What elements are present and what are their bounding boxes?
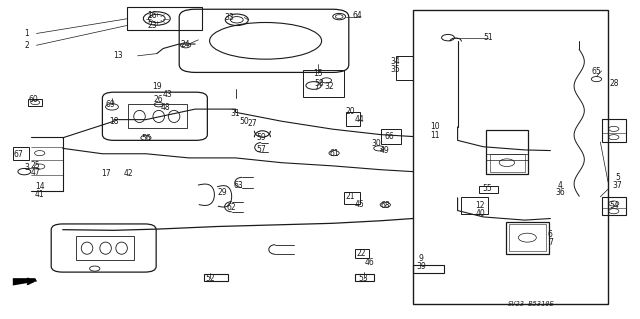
Text: 31: 31 — [230, 109, 241, 118]
Text: 18: 18 — [109, 117, 118, 126]
Text: 49: 49 — [379, 146, 389, 155]
Bar — [602, 119, 626, 142]
Polygon shape — [13, 278, 37, 286]
Text: 33: 33 — [224, 13, 234, 22]
Text: 17: 17 — [100, 169, 111, 178]
Text: 32: 32 — [324, 82, 335, 91]
Text: 53: 53 — [358, 274, 369, 283]
Text: 45: 45 — [355, 200, 365, 209]
Text: 69: 69 — [105, 100, 115, 109]
Bar — [346, 112, 360, 126]
Text: 5: 5 — [615, 173, 620, 182]
Bar — [479, 186, 498, 193]
Bar — [602, 197, 626, 215]
Text: 6: 6 — [548, 230, 553, 239]
Bar — [76, 236, 134, 260]
Text: 2: 2 — [24, 41, 29, 50]
Text: 34: 34 — [390, 57, 401, 66]
Text: 61: 61 — [329, 149, 339, 158]
Text: 35: 35 — [390, 65, 401, 74]
Text: 60: 60 — [28, 95, 38, 104]
Bar — [13, 147, 29, 160]
Text: 48: 48 — [160, 103, 170, 112]
Bar — [381, 129, 401, 144]
Bar — [303, 70, 344, 97]
Text: 9: 9 — [419, 254, 424, 263]
Text: 23: 23 — [147, 21, 157, 30]
Text: 54: 54 — [609, 201, 620, 210]
Text: SV23-B5310E: SV23-B5310E — [508, 301, 554, 307]
Bar — [128, 104, 187, 128]
Text: 58: 58 — [314, 79, 324, 88]
Bar — [461, 197, 488, 214]
Text: 3: 3 — [24, 163, 29, 172]
Text: 4: 4 — [557, 181, 563, 189]
Text: 55: 55 — [483, 184, 493, 193]
Bar — [28, 99, 42, 106]
Text: 1: 1 — [24, 29, 29, 38]
Text: 29: 29 — [218, 188, 228, 197]
Text: 43: 43 — [163, 90, 173, 99]
Text: 37: 37 — [612, 181, 623, 189]
Text: 52: 52 — [205, 274, 215, 283]
Bar — [509, 224, 546, 251]
Text: 14: 14 — [35, 182, 45, 191]
Text: 15: 15 — [313, 69, 323, 78]
Text: 57: 57 — [256, 145, 266, 154]
Text: 26: 26 — [154, 95, 164, 104]
Bar — [355, 249, 369, 258]
Bar — [204, 274, 228, 281]
Bar — [486, 130, 528, 174]
Bar — [344, 192, 360, 204]
Text: 65: 65 — [591, 67, 602, 76]
Text: 30: 30 — [371, 139, 381, 148]
Text: 24: 24 — [180, 40, 191, 48]
Bar — [413, 265, 444, 273]
Text: 44: 44 — [355, 115, 365, 124]
Text: 16: 16 — [147, 11, 157, 20]
Text: 21: 21 — [346, 192, 355, 201]
Bar — [490, 154, 525, 172]
Text: 46: 46 — [365, 258, 375, 267]
Text: 10: 10 — [430, 122, 440, 130]
Text: 66: 66 — [384, 132, 394, 141]
Text: 50: 50 — [239, 117, 250, 126]
Text: 51: 51 — [483, 33, 493, 42]
Text: 28: 28 — [610, 79, 619, 88]
Text: 62: 62 — [227, 204, 237, 212]
Bar — [413, 10, 608, 304]
Text: 20: 20 — [346, 107, 356, 116]
Text: 22: 22 — [357, 249, 366, 258]
Text: 40: 40 — [475, 209, 485, 218]
Text: 12: 12 — [476, 201, 484, 210]
Text: 47: 47 — [30, 168, 40, 177]
Bar — [127, 7, 202, 30]
Text: 64: 64 — [352, 11, 362, 20]
Text: 27: 27 — [247, 119, 257, 128]
Text: 67: 67 — [13, 150, 23, 159]
Text: 59: 59 — [256, 133, 266, 142]
Text: 36: 36 — [555, 189, 565, 197]
Text: 41: 41 — [35, 190, 45, 199]
Bar — [355, 274, 374, 281]
Text: 7: 7 — [548, 238, 553, 247]
Text: 63: 63 — [233, 181, 243, 189]
Text: 11: 11 — [431, 131, 440, 140]
Text: 39: 39 — [416, 262, 426, 271]
Text: 13: 13 — [113, 51, 124, 60]
Text: 19: 19 — [152, 82, 162, 91]
Text: 56: 56 — [141, 134, 151, 143]
Text: 25: 25 — [30, 161, 40, 170]
Text: 42: 42 — [123, 169, 133, 178]
Text: 68: 68 — [380, 201, 390, 210]
Bar — [396, 56, 413, 80]
Bar — [506, 222, 549, 254]
